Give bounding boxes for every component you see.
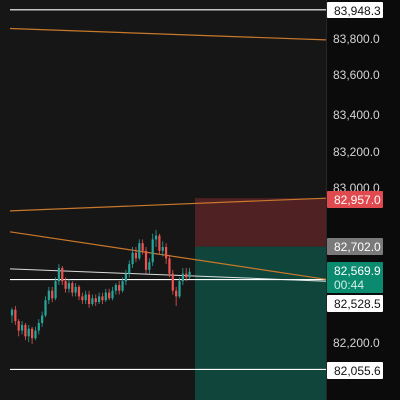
bottom-level-value: 82,055.6: [334, 364, 381, 378]
take-profit-zone[interactable]: [195, 246, 326, 400]
price-tick-label: 83,600.0: [333, 68, 380, 82]
candle-body: [114, 285, 117, 291]
stop-loss-zone[interactable]: [195, 198, 326, 247]
candle-body: [98, 296, 101, 303]
price-tick-label: 82,200.0: [333, 336, 380, 350]
candle-body: [128, 264, 131, 274]
candle-body: [31, 328, 34, 339]
candle-body: [94, 298, 97, 303]
candle-body: [84, 294, 87, 301]
candle-body: [111, 290, 114, 299]
candle-body: [10, 309, 14, 316]
candle-body: [171, 273, 174, 291]
current-price-badge[interactable]: 82,569.9 00:44: [327, 262, 383, 293]
candle-body: [158, 235, 161, 251]
candle-body: [124, 273, 127, 282]
candle-body: [74, 286, 77, 293]
candle-body: [175, 290, 178, 297]
candle-body: [108, 292, 111, 299]
candle-body: [37, 323, 40, 331]
mid-level-badge[interactable]: 82,528.5: [327, 295, 383, 312]
candle-body: [54, 281, 57, 299]
stop-loss-value: 82,957.0: [334, 193, 381, 207]
mid-level-value: 82,528.5: [334, 297, 381, 311]
trend-line: [9, 27, 327, 41]
candle-countdown: 00:44: [334, 278, 364, 292]
candle-body: [61, 267, 64, 282]
candle-body: [91, 298, 94, 304]
candle-body: [81, 296, 84, 301]
trend-line: [9, 231, 327, 280]
candle-body: [138, 243, 141, 259]
bottom-level-badge[interactable]: 82,055.6: [327, 362, 383, 379]
candle-body: [51, 290, 54, 299]
price-tick-label: 83,400.0: [333, 108, 380, 122]
candle-body: [181, 273, 184, 282]
candle-body: [44, 300, 47, 316]
candle-body: [131, 252, 134, 265]
trend-line: [9, 197, 327, 212]
candle-body: [101, 296, 104, 301]
candle-body: [118, 285, 121, 291]
top-level-value: 83,948.3: [334, 4, 381, 18]
candle-body: [168, 258, 171, 274]
candle-body: [77, 286, 81, 297]
candle-body: [34, 330, 37, 339]
candle-body: [104, 292, 107, 301]
candle-body: [121, 281, 124, 291]
candle-body: [17, 321, 20, 331]
candle-body: [14, 309, 17, 322]
price-tick-label: 83,200.0: [333, 145, 380, 159]
entry-badge[interactable]: 82,702.0: [327, 238, 383, 255]
candle-body: [24, 324, 27, 337]
entry-value: 82,702.0: [334, 240, 381, 254]
candle-body: [151, 239, 154, 263]
candle-body: [71, 283, 74, 293]
current-price-value: 82,569.9: [334, 264, 381, 278]
candle-body: [57, 267, 60, 282]
candle-body: [41, 315, 44, 323]
candle-body: [154, 235, 158, 240]
candle-body: [185, 273, 188, 278]
candle-body: [64, 281, 67, 289]
candle-body: [144, 250, 148, 270]
candle-body: [161, 247, 164, 251]
candle-body: [27, 328, 30, 337]
candle-body: [47, 290, 50, 301]
candle-body: [67, 283, 71, 289]
stop-loss-badge[interactable]: 82,957.0: [327, 191, 383, 208]
price-tick-label: 83,800.0: [333, 32, 380, 46]
candle-body: [87, 294, 91, 304]
candle-body: [20, 324, 24, 331]
candle-body: [178, 281, 181, 297]
candle-body: [148, 262, 151, 270]
top-level-badge[interactable]: 83,948.3: [327, 2, 383, 18]
candle-body: [134, 252, 138, 259]
candle-body: [188, 271, 191, 278]
candle-body: [165, 247, 168, 259]
candle-body: [141, 243, 144, 251]
